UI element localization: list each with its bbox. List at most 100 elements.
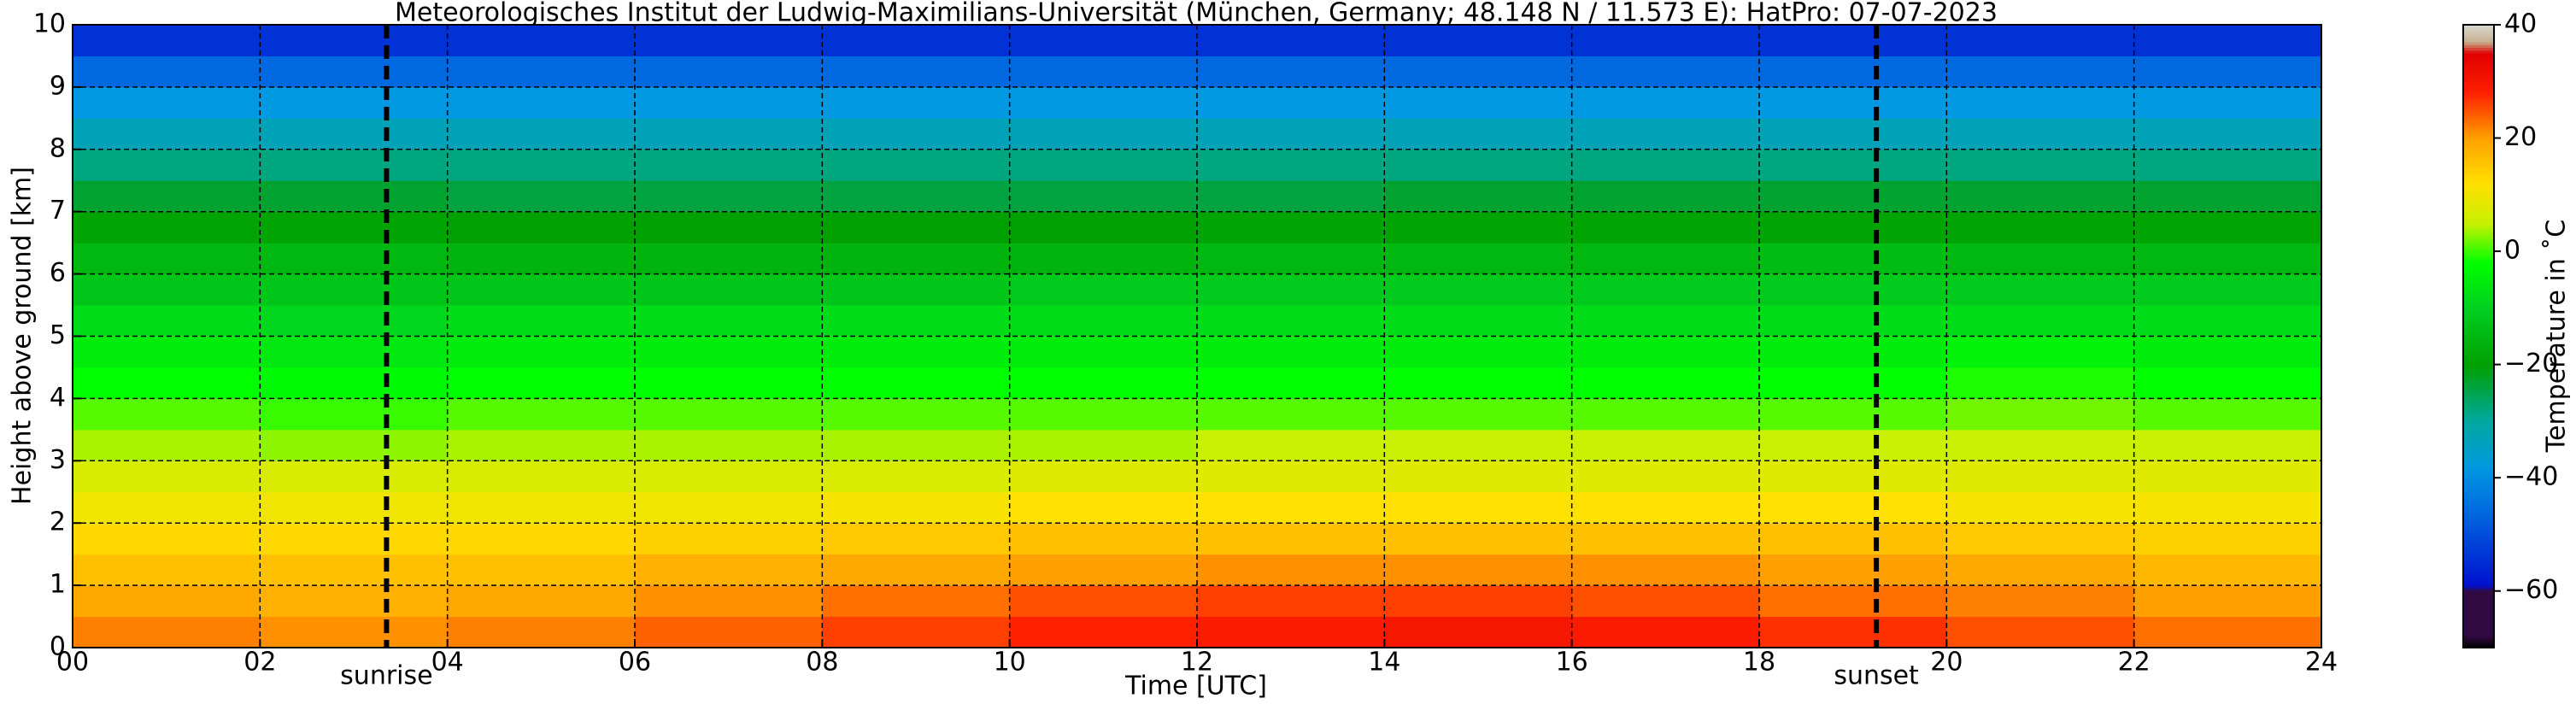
colorbar-segment	[2463, 375, 2494, 379]
heatmap-cell	[635, 273, 823, 306]
colorbar-segment	[2463, 226, 2494, 230]
colorbar-segment	[2463, 480, 2494, 484]
heatmap-cell	[1571, 273, 1760, 306]
colorbar-segment	[2463, 73, 2494, 77]
colorbar-segment	[2463, 616, 2494, 620]
colorbar-segment	[2463, 582, 2494, 586]
heatmap-cell	[1197, 86, 1385, 119]
heatmap-cell	[635, 398, 823, 431]
heatmap-cell	[1384, 367, 1573, 399]
colorbar-segment	[2463, 308, 2494, 312]
colorbar-segment	[2463, 321, 2494, 326]
heatmap-cell	[1571, 211, 1760, 243]
colorbar-segment	[2463, 30, 2494, 34]
colorbar-segment	[2463, 276, 2494, 280]
colorbar-segment	[2463, 344, 2494, 349]
colorbar-segment	[2463, 359, 2494, 362]
heatmap-cell	[260, 429, 449, 461]
heatmap-cell	[2133, 585, 2322, 618]
heatmap-cell	[1197, 149, 1385, 181]
colorbar-segment	[2463, 90, 2494, 94]
colorbar-segment	[2463, 279, 2494, 284]
colorbar-segment	[2463, 118, 2494, 122]
heatmap-cell	[1571, 180, 1760, 213]
colorbar-segment	[2463, 245, 2494, 249]
colorbar-segment	[2463, 135, 2494, 139]
heatmap-cell	[260, 56, 449, 88]
colorbar-segment	[2463, 271, 2494, 275]
colorbar-segment	[2463, 415, 2494, 419]
colorbar-segment	[2463, 293, 2494, 297]
colorbar-segment	[2463, 189, 2494, 193]
heatmap-cell	[635, 491, 823, 524]
colorbar-segment	[2463, 38, 2494, 43]
colorbar-segment	[2463, 500, 2494, 504]
heatmap-cell	[2133, 616, 2322, 648]
heatmap-cell	[1384, 211, 1573, 243]
heatmap-cell	[1946, 305, 2135, 337]
heatmap-cell	[73, 398, 261, 431]
colorbar-segment	[2463, 610, 2494, 614]
heatmap-cell	[1009, 336, 1198, 368]
colorbar-segment	[2463, 228, 2494, 232]
heatmap-cell	[2133, 273, 2322, 306]
colorbar-segment	[2463, 486, 2494, 490]
colorbar-segment	[2463, 633, 2494, 637]
heatmap-cell	[635, 180, 823, 213]
heatmap-cell	[260, 336, 449, 368]
heatmap-cell	[2133, 367, 2322, 399]
heatmap-cell	[1384, 56, 1573, 88]
heatmap-cell	[1759, 243, 1947, 275]
heatmap-cell	[447, 25, 636, 56]
colorbar-segment	[2463, 27, 2494, 32]
heatmap-cell	[1759, 86, 1947, 119]
heatmap-cell	[635, 585, 823, 618]
heatmap-cell	[1759, 118, 1947, 150]
colorbar-segment	[2463, 260, 2494, 263]
colorbar-segment	[2463, 384, 2494, 388]
colorbar-segment	[2463, 157, 2494, 161]
heatmap-cell	[2133, 56, 2322, 88]
heatmap-cell	[1009, 305, 1198, 337]
heatmap-cell	[1946, 211, 2135, 243]
heatmap-cell	[635, 25, 823, 56]
heatmap-cell	[73, 305, 261, 337]
heatmap-cell	[635, 211, 823, 243]
heatmap-cell	[822, 273, 1011, 306]
colorbar-segment	[2463, 44, 2494, 49]
heatmap-cell	[1384, 461, 1573, 493]
colorbar-segment	[2463, 200, 2494, 204]
heatmap-cell	[1759, 461, 1947, 493]
heatmap-cell	[260, 243, 449, 275]
heatmap-cell	[73, 211, 261, 243]
heatmap-cell	[822, 585, 1011, 618]
colorbar-segment	[2463, 636, 2494, 640]
heatmap-cell	[2133, 118, 2322, 150]
colorbar-segment	[2463, 273, 2494, 278]
colorbar-segment	[2463, 299, 2494, 303]
heatmap-cell	[635, 429, 823, 461]
heatmap-cell	[822, 243, 1011, 275]
colorbar-segment	[2463, 211, 2494, 215]
heatmap-cell	[1009, 367, 1198, 399]
heatmap-cell	[1571, 118, 1760, 150]
heatmap-cell	[260, 149, 449, 181]
heatmap-cell	[260, 305, 449, 337]
colorbar-segment	[2463, 489, 2494, 493]
colorbar-segment	[2463, 474, 2494, 478]
colorbar-segment	[2463, 396, 2494, 399]
colorbar-segment	[2463, 126, 2494, 131]
heatmap-cell	[822, 305, 1011, 337]
heatmap-cell	[635, 336, 823, 368]
heatmap-cell	[1009, 86, 1198, 119]
heatmap-cell	[1759, 25, 1947, 56]
colorbar-tick-label: −60	[2504, 575, 2558, 605]
heatmap-cell	[1946, 243, 2135, 275]
colorbar-segment	[2463, 472, 2494, 476]
heatmap-cell	[822, 523, 1011, 555]
x-tick-label: 22	[2118, 648, 2151, 678]
colorbar-segment	[2463, 424, 2494, 428]
colorbar-segment	[2463, 429, 2494, 433]
colorbar-segment	[2463, 364, 2494, 368]
heatmap-cell	[1759, 398, 1947, 431]
